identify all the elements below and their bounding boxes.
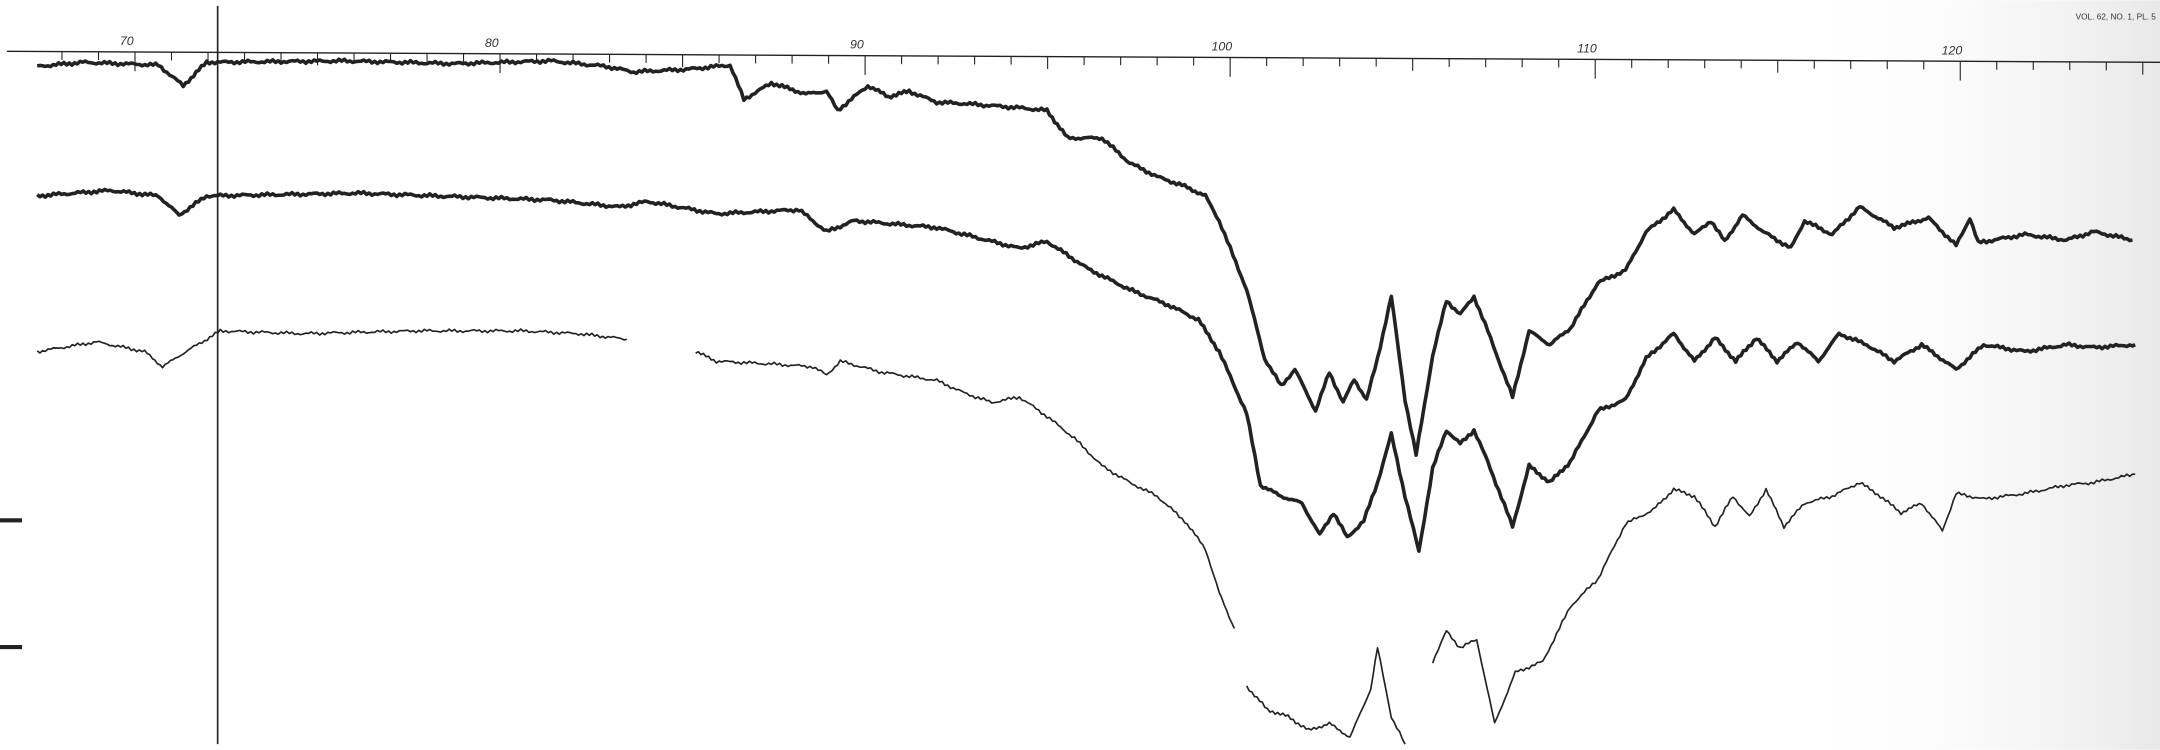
edge-mark [0, 518, 23, 523]
scale-ticks: 70 80 90 100 110 120 [61, 34, 2144, 81]
trace [36, 328, 628, 369]
scale-label: 80 [485, 36, 499, 50]
plate-caption: VOL. 62, NO. 1, PL. 5 [2076, 13, 2157, 22]
trace [1431, 473, 2136, 724]
trace [1245, 647, 1406, 745]
scale-label: 120 [1942, 43, 1963, 57]
trace [36, 57, 2133, 457]
trace [36, 187, 2136, 553]
scale-line [6, 50, 2160, 63]
scale-label: 110 [1577, 41, 1597, 55]
scale-label: 90 [850, 38, 864, 52]
edge-mark [0, 645, 23, 650]
scale-label: 70 [120, 34, 134, 48]
scan-shading [1790, 0, 2160, 750]
trace [695, 350, 1236, 629]
traces [36, 57, 2136, 745]
scale-label: 100 [1212, 40, 1233, 54]
